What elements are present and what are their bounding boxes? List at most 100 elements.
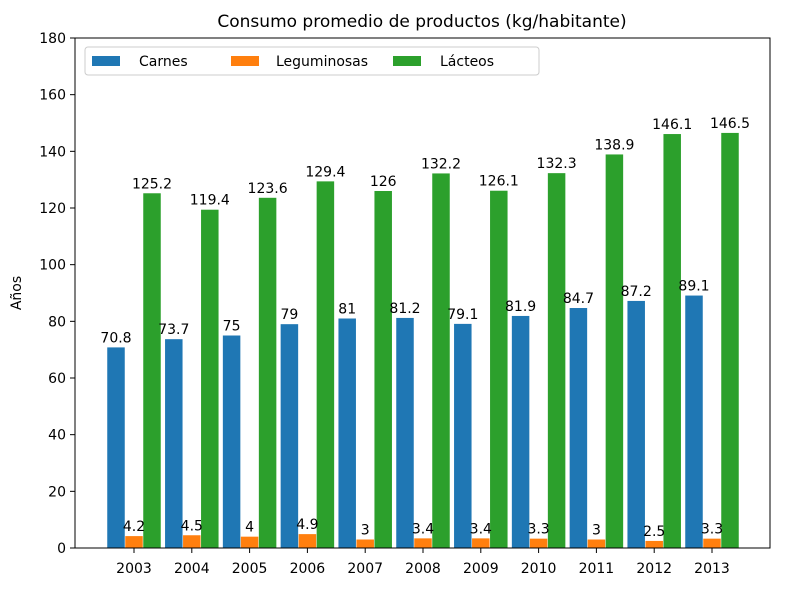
legend-box — [84, 46, 540, 76]
x-tick-label: 2012 — [636, 561, 672, 577]
y-tick-label: 180 — [39, 31, 66, 47]
bar-leguminosas-2007 — [356, 539, 374, 548]
bar-lácteos-2012 — [663, 134, 681, 549]
legend-label-leguminosas: Leguminosas — [276, 54, 368, 70]
y-tick-label: 140 — [39, 144, 66, 160]
bar-leguminosas-2009 — [472, 538, 490, 548]
x-tick-label: 2009 — [463, 561, 499, 577]
bar-lácteos-2007 — [374, 191, 392, 548]
axes-group: 0 20 40 60 80 100 120 140 160 180 2003 2004 2005 2006… — [39, 31, 771, 577]
bar-carnes-2010 — [511, 315, 530, 548]
bar-carnes-2008 — [396, 317, 414, 548]
y-tick-label: 0 — [57, 541, 66, 557]
data-label-carnes-2006: 79 — [280, 307, 298, 323]
bar-lácteos-2008 — [432, 173, 450, 548]
y-axis-label: Años — [9, 276, 25, 310]
bar-carnes-2009 — [454, 323, 472, 548]
data-label-lácteos-2012: 146.1 — [652, 117, 692, 133]
bar-leguminosas-2005 — [240, 536, 259, 548]
data-labels-group: 70.8 73.7 75 79 81 81.2 79.1 81.9 84.7 87.2 89.1 4.… — [100, 116, 750, 540]
y-tick-label: 60 — [48, 371, 66, 387]
bar-leguminosas-2003 — [125, 536, 143, 548]
x-tick-label: 2007 — [347, 561, 383, 577]
data-label-lácteos-2011: 138.9 — [594, 137, 634, 153]
data-label-lácteos-2008: 132.2 — [421, 156, 461, 172]
bar-carnes-2013 — [685, 295, 703, 548]
data-label-leguminosas-2006: 4.9 — [296, 517, 318, 533]
data-label-leguminosas-2010: 3.3 — [527, 522, 549, 538]
data-label-leguminosas-2013: 3.3 — [701, 522, 723, 538]
y-tick-label: 20 — [48, 484, 66, 500]
legend: Carnes Leguminosas Lácteos — [84, 46, 540, 76]
data-label-carnes-2012: 87.2 — [621, 284, 652, 300]
bar-lácteos-2009 — [490, 190, 508, 548]
bars-group — [107, 132, 739, 549]
x-tick-label: 2008 — [405, 561, 441, 577]
legend-label-carnes: Carnes — [139, 54, 188, 70]
x-tick-label: 2003 — [116, 561, 152, 577]
data-label-leguminosas-2007: 3 — [361, 523, 370, 539]
legend-swatch-leguminosas — [231, 56, 259, 66]
x-tick-label: 2005 — [232, 561, 268, 577]
bar-leguminosas-2010 — [529, 538, 548, 548]
data-label-lácteos-2004: 119.4 — [190, 193, 230, 209]
data-label-leguminosas-2012: 2.5 — [643, 524, 665, 540]
data-label-leguminosas-2009: 3.4 — [470, 521, 492, 537]
bar-carnes-2006 — [280, 324, 299, 548]
data-label-lácteos-2006: 129.4 — [305, 164, 345, 180]
bar-carnes-2003 — [107, 347, 125, 548]
data-label-carnes-2009: 79.1 — [447, 307, 478, 323]
data-label-leguminosas-2005: 4 — [245, 520, 254, 536]
data-label-carnes-2011: 84.7 — [563, 291, 594, 307]
data-label-lácteos-2005: 123.6 — [248, 181, 288, 197]
data-label-carnes-2003: 70.8 — [100, 330, 131, 346]
data-label-lácteos-2009: 126.1 — [479, 174, 519, 190]
data-label-lácteos-2013: 146.5 — [710, 116, 750, 132]
bar-leguminosas-2004 — [183, 535, 201, 548]
y-tick-label: 160 — [39, 88, 66, 104]
data-label-carnes-2005: 75 — [223, 319, 241, 335]
bar-carnes-2011 — [569, 308, 588, 548]
data-label-lácteos-2010: 132.3 — [537, 156, 577, 172]
bar-leguminosas-2012 — [645, 540, 663, 548]
legend-swatch-lácteos — [393, 56, 421, 66]
bar-lácteos-2010 — [547, 173, 566, 548]
bar-leguminosas-2013 — [703, 538, 721, 548]
bar-carnes-2004 — [165, 339, 183, 548]
bar-leguminosas-2008 — [414, 538, 432, 548]
bar-lácteos-2003 — [143, 193, 161, 548]
x-tick-label: 2004 — [174, 561, 210, 577]
y-tick-label: 120 — [39, 201, 66, 217]
y-tick-label: 40 — [48, 428, 66, 444]
bar-lácteos-2005 — [258, 197, 277, 549]
data-label-leguminosas-2008: 3.4 — [412, 521, 434, 537]
bar-leguminosas-2006 — [298, 534, 317, 548]
bar-lácteos-2011 — [605, 154, 624, 548]
bar-carnes-2005 — [222, 335, 241, 548]
y-tick-label: 100 — [39, 258, 66, 274]
data-label-lácteos-2007: 126 — [370, 174, 397, 190]
bar-lácteos-2004 — [201, 209, 219, 548]
data-label-leguminosas-2004: 4.5 — [181, 518, 203, 534]
data-label-carnes-2010: 81.9 — [505, 299, 536, 315]
bar-carnes-2012 — [627, 300, 645, 548]
legend-swatch-carnes — [92, 56, 120, 66]
data-label-carnes-2007: 81 — [338, 302, 356, 318]
y-tick-label: 80 — [48, 314, 66, 330]
x-tick-label: 2011 — [579, 561, 615, 577]
x-tick-label: 2006 — [290, 561, 326, 577]
x-tick-label: 2010 — [521, 561, 557, 577]
data-label-leguminosas-2011: 3 — [592, 523, 601, 539]
x-tick-label: 2013 — [694, 561, 730, 577]
bar-carnes-2007 — [338, 318, 356, 548]
data-label-carnes-2013: 89.1 — [678, 279, 709, 295]
data-label-leguminosas-2003: 4.2 — [123, 519, 145, 535]
data-label-carnes-2004: 73.7 — [158, 322, 189, 338]
bar-lácteos-2006 — [316, 181, 335, 548]
chart-title: Consumo promedio de productos (kg/habita… — [217, 12, 626, 32]
bar-lácteos-2013 — [721, 132, 739, 549]
data-label-lácteos-2003: 125.2 — [132, 176, 172, 192]
data-label-carnes-2008: 81.2 — [389, 301, 420, 317]
bar-leguminosas-2011 — [587, 539, 606, 548]
